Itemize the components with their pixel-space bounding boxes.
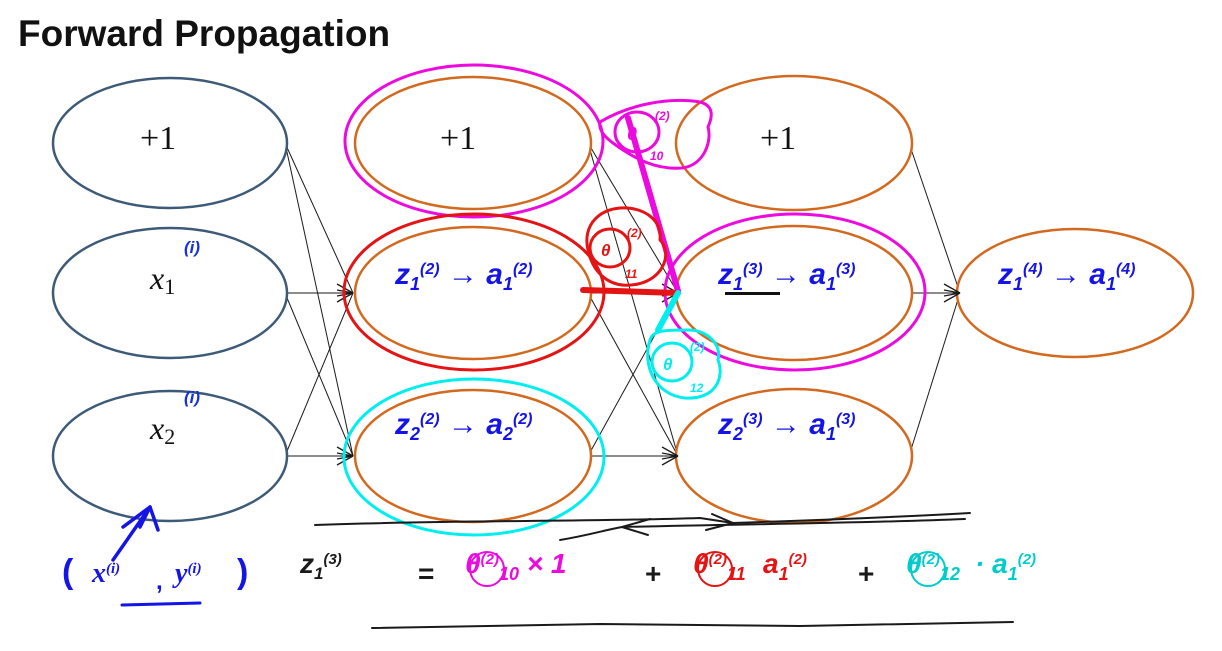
- svg-text:θ: θ: [663, 355, 673, 374]
- svg-text:10: 10: [650, 149, 664, 163]
- svg-text:(2): (2): [627, 226, 642, 240]
- svg-text:θ: θ: [601, 241, 611, 260]
- svg-text:12: 12: [690, 381, 704, 395]
- svg-text:θ: θ: [627, 124, 637, 144]
- svg-text:(2): (2): [655, 109, 670, 123]
- svg-text:11: 11: [625, 267, 638, 281]
- svg-text:(2): (2): [690, 340, 705, 354]
